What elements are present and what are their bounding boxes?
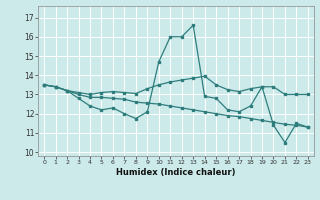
- X-axis label: Humidex (Indice chaleur): Humidex (Indice chaleur): [116, 168, 236, 177]
